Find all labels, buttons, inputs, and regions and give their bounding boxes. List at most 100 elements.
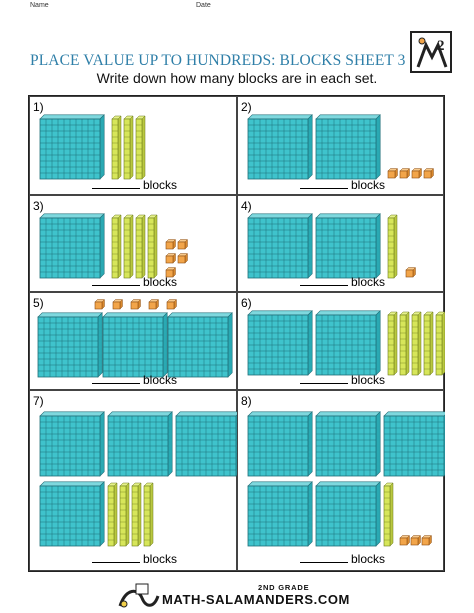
ten-rod	[435, 311, 445, 376]
one-cube	[423, 167, 435, 179]
problem-1: 1) blocks	[29, 96, 237, 195]
answer-blank[interactable]	[300, 382, 348, 384]
answer-blank[interactable]	[92, 561, 140, 563]
answer-suffix: blocks	[351, 275, 386, 289]
problem-number: 6)	[241, 296, 252, 310]
hundred-block	[247, 481, 313, 547]
problem-7: 7) blocks	[29, 390, 238, 571]
answer-blank[interactable]	[300, 284, 348, 286]
name-label: Name	[30, 2, 49, 9]
one-cube	[94, 298, 106, 310]
problem-number: 4)	[241, 199, 252, 213]
hundred-block	[315, 481, 381, 547]
answer-suffix: blocks	[351, 178, 386, 192]
blocks-figure	[39, 114, 146, 180]
problem-6: 6) blocks	[237, 292, 445, 390]
problem-number: 3)	[33, 199, 44, 213]
page-title: PLACE VALUE UP TO HUNDREDS: BLOCKS SHEET…	[30, 52, 406, 69]
one-cube	[148, 298, 160, 310]
date-label: Date	[196, 2, 211, 9]
answer-blank[interactable]	[300, 561, 348, 563]
problem-3: 3) blocks	[29, 195, 237, 292]
grade-logo-icon: 2	[410, 31, 452, 73]
one-cube	[130, 298, 142, 310]
one-cube	[165, 238, 177, 250]
one-cube	[421, 534, 433, 546]
hundred-block	[175, 411, 238, 477]
hundred-block	[247, 411, 313, 477]
ten-rod	[123, 214, 134, 279]
answer-suffix: blocks	[143, 178, 178, 192]
answer-line[interactable]: blocks	[92, 373, 177, 387]
ten-rod	[387, 214, 398, 279]
ten-rod	[111, 214, 122, 279]
one-cube	[411, 167, 423, 179]
hundred-block	[37, 312, 103, 378]
answer-blank[interactable]	[92, 382, 140, 384]
hundred-block	[102, 312, 168, 378]
hundred-block	[167, 312, 233, 378]
answer-suffix: blocks	[143, 373, 178, 387]
grade-number: 2	[437, 38, 445, 54]
ten-rod	[423, 311, 434, 376]
ten-rod	[131, 482, 142, 547]
answer-line[interactable]: blocks	[300, 552, 385, 566]
one-cube	[405, 266, 417, 278]
hundred-block	[39, 114, 105, 180]
answer-suffix: blocks	[351, 373, 386, 387]
footer-grade: 2ND GRADE	[258, 583, 310, 592]
answer-line[interactable]: blocks	[92, 552, 177, 566]
ten-rod	[143, 482, 154, 547]
one-cube	[112, 298, 124, 310]
one-cube	[177, 238, 189, 250]
hundred-block	[107, 411, 173, 477]
one-cube	[177, 252, 189, 264]
hundred-block	[39, 213, 105, 279]
answer-suffix: blocks	[143, 275, 178, 289]
ten-rod	[135, 115, 146, 180]
problem-4: 4) blocks	[237, 195, 444, 292]
ten-rod	[119, 482, 130, 547]
answer-line[interactable]: blocks	[300, 373, 385, 387]
one-cube	[166, 298, 178, 310]
problem-5: 5) blocks	[29, 292, 237, 390]
blocks-figure	[247, 411, 445, 547]
blocks-figure	[37, 298, 233, 378]
hundred-block	[247, 310, 313, 376]
hundred-block	[39, 481, 105, 547]
answer-line[interactable]: blocks	[92, 275, 177, 289]
answer-suffix: blocks	[143, 552, 178, 566]
one-cube	[399, 167, 411, 179]
ten-rod	[111, 115, 122, 180]
one-cube	[399, 534, 411, 546]
ten-rod	[387, 311, 398, 376]
hundred-block	[39, 411, 105, 477]
answer-blank[interactable]	[300, 187, 348, 189]
answer-suffix: blocks	[351, 552, 386, 566]
one-cube	[165, 266, 177, 278]
footer-site: MATH-SALAMANDERS.COM	[162, 592, 350, 607]
ten-rod	[123, 115, 134, 180]
hundred-block	[315, 310, 381, 376]
blocks-figure	[39, 411, 238, 547]
answer-line[interactable]: blocks	[300, 275, 385, 289]
ten-rod	[135, 214, 146, 279]
answer-blank[interactable]	[92, 284, 140, 286]
one-cube	[387, 167, 399, 179]
hundred-block	[247, 213, 313, 279]
salamander-logo-icon	[118, 583, 160, 608]
problem-number: 1)	[33, 100, 44, 114]
answer-line[interactable]: blocks	[92, 178, 177, 192]
ten-rod	[107, 482, 118, 547]
answer-line[interactable]: blocks	[300, 178, 385, 192]
ten-rod	[147, 214, 158, 279]
one-cube	[410, 534, 422, 546]
problem-grid: 1) blocks 2) blocks 3) blocks 4) blocks 5) blocks…	[28, 95, 445, 572]
problem-number: 7)	[33, 394, 44, 408]
problem-8: 8) blocks	[237, 390, 445, 571]
blocks-figure	[247, 310, 445, 376]
ten-rod	[399, 311, 410, 376]
answer-blank[interactable]	[92, 187, 140, 189]
hundred-block	[247, 114, 313, 180]
hundred-block	[315, 114, 381, 180]
